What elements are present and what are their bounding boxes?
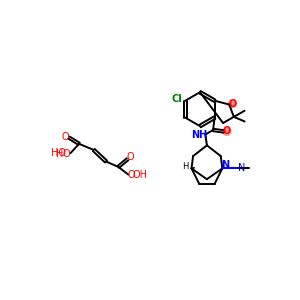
Text: H: H <box>56 149 64 159</box>
Text: Cl: Cl <box>171 94 182 104</box>
Text: O: O <box>61 132 69 142</box>
Circle shape <box>228 100 236 108</box>
Circle shape <box>223 128 231 135</box>
Text: O: O <box>62 149 70 159</box>
Text: NH: NH <box>191 130 207 140</box>
Text: O: O <box>228 99 236 109</box>
Text: N: N <box>238 164 245 173</box>
Text: O: O <box>128 170 135 180</box>
Text: N: N <box>221 160 230 170</box>
Text: H: H <box>182 162 188 171</box>
Text: HO: HO <box>51 148 66 158</box>
Text: O: O <box>127 152 134 162</box>
Text: OH: OH <box>133 170 148 180</box>
Text: O: O <box>223 127 231 136</box>
